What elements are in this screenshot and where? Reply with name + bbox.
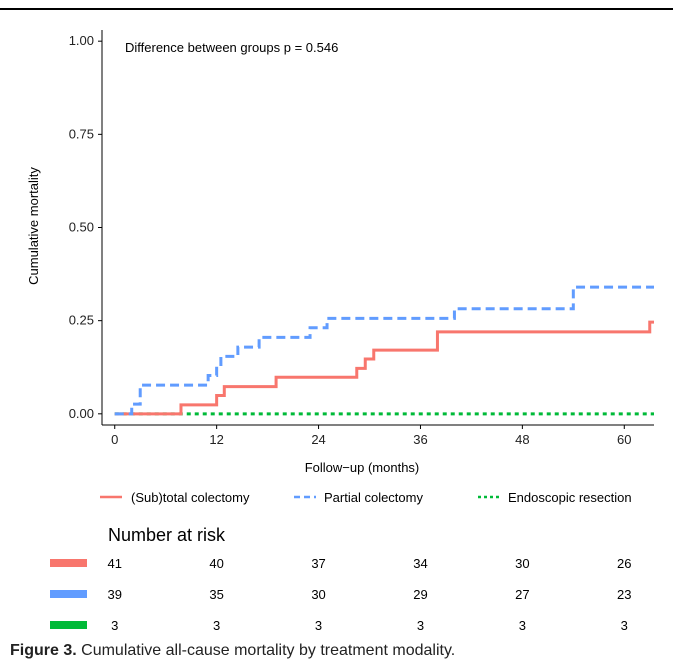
risk-count: 3 xyxy=(315,618,322,633)
y-tick-label: 0.25 xyxy=(69,313,94,328)
risk-count: 26 xyxy=(617,556,631,571)
y-ticks: 0.00 0.25 0.50 0.75 1.00 xyxy=(69,33,102,421)
y-tick-label: 0.00 xyxy=(69,406,94,421)
x-tick-label: 24 xyxy=(311,432,325,447)
risk-count: 3 xyxy=(111,618,118,633)
risk-count: 30 xyxy=(311,587,325,602)
caption-text: Cumulative all-cause mortality by treatm… xyxy=(76,642,456,659)
y-tick-label: 1.00 xyxy=(69,33,94,48)
risk-count: 3 xyxy=(519,618,526,633)
legend-label-endoscopic-resection: Endoscopic resection xyxy=(508,490,632,505)
risk-count: 40 xyxy=(209,556,223,571)
legend-label-subtotal-colectomy: (Sub)total colectomy xyxy=(131,490,250,505)
risk-count: 29 xyxy=(413,587,427,602)
risk-count: 35 xyxy=(209,587,223,602)
risk-count: 27 xyxy=(515,587,529,602)
x-tick-label: 48 xyxy=(515,432,529,447)
series-line-sub-total-colectomy xyxy=(114,320,654,416)
risk-count: 37 xyxy=(311,556,325,571)
series-layer xyxy=(114,285,654,416)
y-tick-label: 0.75 xyxy=(69,126,94,141)
risk-count: 34 xyxy=(413,556,427,571)
y-tick-label: 0.50 xyxy=(69,220,94,235)
risk-count: 39 xyxy=(108,587,122,602)
x-tick-label: 0 xyxy=(111,432,118,447)
risk-count: 30 xyxy=(515,556,529,571)
legend: (Sub)total colectomy Partial colectomy E… xyxy=(100,490,632,505)
x-tick-label: 36 xyxy=(413,432,427,447)
top-rule xyxy=(0,8,673,10)
legend-label-partial-colectomy: Partial colectomy xyxy=(324,490,423,505)
x-axis-title: Follow−up (months) xyxy=(305,460,420,475)
p-value-annotation: Difference between groups p = 0.546 xyxy=(125,40,338,55)
km-chart: 0.00 0.25 0.50 0.75 1.00 0 12 24 36 48 60 Differe… xyxy=(26,30,654,633)
risk-count: 23 xyxy=(617,587,631,602)
x-tick-label: 60 xyxy=(617,432,631,447)
risk-count: 3 xyxy=(621,618,628,633)
risk-row-key xyxy=(50,621,87,629)
risk-table: 41 40 37 34 30 26 39 35 30 29 27 23 3 3 3 3 3 3 xyxy=(50,556,632,633)
risk-table-title: Number at risk xyxy=(108,525,226,545)
risk-count: 3 xyxy=(417,618,424,633)
caption-label: Figure 3. xyxy=(10,642,77,659)
y-axis-title: Cumulative mortality xyxy=(26,167,41,285)
x-ticks: 0 12 24 36 48 60 xyxy=(111,425,632,447)
risk-count: 41 xyxy=(108,556,122,571)
risk-count: 3 xyxy=(213,618,220,633)
risk-row-key xyxy=(50,559,87,567)
x-tick-label: 12 xyxy=(209,432,223,447)
figure-caption: Figure 3. Cumulative all-cause mortality… xyxy=(10,642,455,660)
series-line-partial-colectomy xyxy=(114,285,654,416)
risk-row-key xyxy=(50,590,87,598)
